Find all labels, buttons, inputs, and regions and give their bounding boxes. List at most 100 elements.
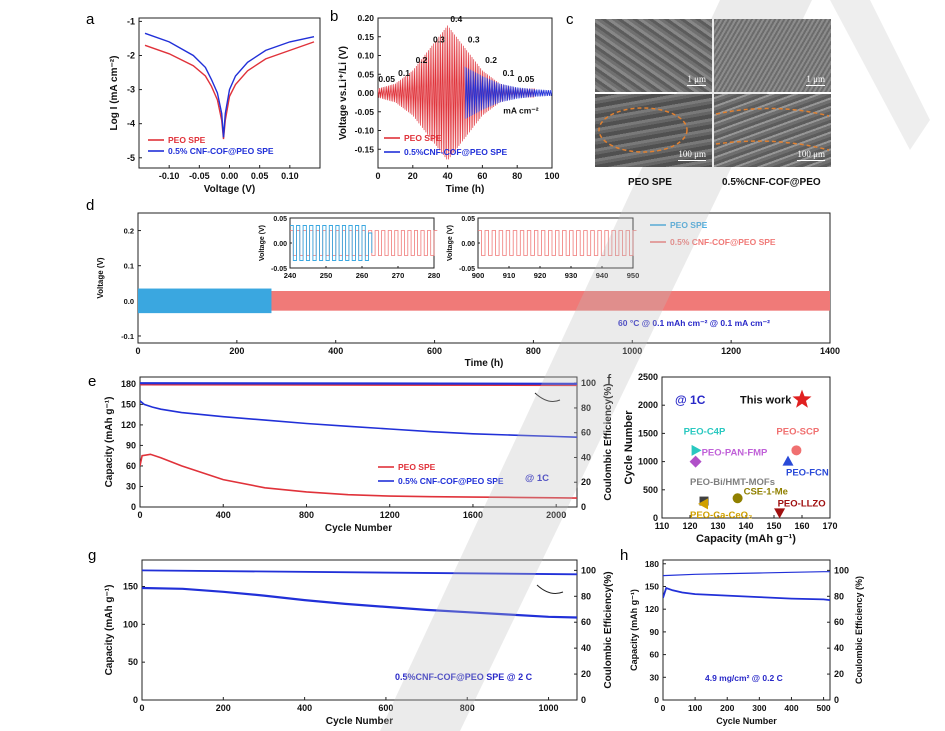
x-tick-label: 100	[544, 171, 559, 181]
cycling-band-peo	[138, 288, 272, 314]
y-tick-label: 30	[126, 481, 136, 491]
sem-image-peo-cross: 100 μm	[595, 94, 712, 167]
y-tick-label: 150	[645, 581, 659, 591]
x-tick-label: -0.05	[189, 171, 210, 181]
x-axis-label: Cycle Number	[716, 716, 777, 726]
y-tick-label: 0	[133, 695, 138, 705]
series-line-1	[663, 571, 830, 577]
panel-label-a: a	[86, 11, 95, 28]
point-label: This work	[740, 395, 792, 407]
x-tick-label: 1000	[622, 346, 642, 356]
x-tick-label: 0	[139, 703, 144, 713]
condition-annotation: 60 °C @ 0.1 mAh cm⁻² @ 0.1 mA cm⁻²	[618, 318, 770, 328]
y-tick-label: -0.1	[121, 332, 134, 341]
inset-x-tick-label: 930	[565, 271, 578, 280]
x-tick-label: 500	[816, 703, 830, 713]
inset-x-tick-label: 900	[472, 271, 485, 280]
x-tick-label: 60	[477, 171, 487, 181]
y-tick-label: 0.15	[357, 32, 374, 42]
panel-g-chart: 0 200 400 600 800 1000 0 50 100 150 0 20 40 60 80 100 Cy…	[104, 559, 614, 727]
panel-a-chart: -0.10 -0.05 0.00 0.05 0.10 -1 -2 -3 -4 -5 Voltage …	[109, 16, 321, 195]
sem-image-cof-cross: 100 μm	[714, 94, 831, 167]
y2-tick-label: 80	[834, 591, 844, 601]
legend-d-1-label: 0.5% CNF-COF@PEO SPE	[670, 237, 776, 247]
panel-label-e: e	[88, 373, 96, 390]
cycling-trace-0	[378, 25, 535, 160]
x-tick-label: 160	[794, 521, 809, 531]
marker-triangle-left	[698, 498, 708, 510]
inset-y-tick-label: -0.05	[459, 266, 475, 273]
x-tick-label: 0.00	[221, 171, 239, 181]
y-tick-label: -0.10	[355, 126, 375, 136]
sem-image-peo-top: 1 μm	[595, 19, 712, 92]
y-tick-label: -2	[127, 51, 135, 61]
cycling-band-cof	[138, 291, 830, 311]
x-tick-label: 1200	[380, 510, 400, 520]
y-tick-label: -1	[127, 16, 135, 26]
y-tick-label: 0	[653, 513, 658, 523]
y2-tick-label: 60	[581, 428, 591, 438]
inset-y-tick-label: 0.00	[273, 241, 287, 248]
y2-tick-label: 100	[581, 378, 596, 388]
y2-tick-label: 80	[581, 403, 591, 413]
y-tick-label: 150	[121, 399, 136, 409]
sem-image-cof-top: 1 μm	[714, 19, 831, 92]
x-tick-label: 0	[661, 703, 666, 713]
watermark-diagonal	[380, 0, 930, 731]
rate-label: 0.05	[378, 74, 395, 84]
rate-label: 0.2	[485, 55, 497, 65]
legend-b-0-label: PEO SPE	[404, 133, 442, 143]
marker-triangle-down	[774, 508, 786, 519]
x-axis-label: Capacity (mAh g⁻¹)	[696, 533, 796, 545]
point-label: PEO-C4P	[684, 426, 726, 437]
point-label: PEO-FCN	[786, 468, 829, 479]
y-axis-label: Capacity (mAh g⁻¹)	[104, 397, 115, 488]
y2-axis-label: Coulombic Efficiency (%)	[854, 576, 864, 684]
x-tick-label: 80	[512, 171, 522, 181]
rate-label: 0.05	[518, 74, 535, 84]
y-tick-label: 500	[643, 485, 658, 495]
rate-annotation: @ 1C	[525, 473, 549, 484]
x-tick-label: 0	[375, 171, 380, 181]
x-tick-label: 100	[688, 703, 702, 713]
panel-d-chart: 0 200 400 600 800 1000 1200 1400 0.2 0.1 0.0 -0.1 Ti…	[96, 212, 840, 369]
y-tick-label: 0.1	[124, 262, 134, 271]
series-line-0	[144, 41, 315, 140]
x-tick-label: 200	[229, 346, 244, 356]
y-tick-label: 2500	[638, 372, 658, 382]
y-tick-label: 50	[128, 657, 138, 667]
x-tick-label: 40	[443, 171, 453, 181]
point-label: PEO-LLZO	[778, 498, 826, 509]
x-tick-label: 130	[710, 521, 725, 531]
x-axis-label: Cycle Number	[325, 523, 392, 534]
x-tick-label: 0	[135, 346, 140, 356]
y-tick-label: -3	[127, 85, 135, 95]
inset-y-label: Voltage (V)	[259, 225, 266, 261]
series-line-2	[140, 383, 577, 387]
y2-tick-label: 0	[581, 502, 586, 512]
inset-y-tick-label: 0.00	[461, 241, 475, 248]
y-tick-label: 90	[650, 627, 660, 637]
marker-diamond	[689, 455, 702, 468]
y2-tick-label: 80	[581, 591, 591, 601]
y-tick-label: 60	[650, 650, 660, 660]
legend-a-1-label: 0.5% CNF-COF@PEO SPE	[168, 146, 274, 156]
inset-y-tick-label: 0.05	[273, 216, 287, 223]
sem-caption-right: 0.5%CNF-COF@PEO	[722, 177, 821, 188]
y-tick-label: -4	[127, 119, 135, 129]
inset-trace-peo	[290, 225, 373, 261]
point-label: PEO-SCP	[776, 426, 819, 437]
plot-frame	[137, 212, 831, 344]
point-label: PEO-Bi/HMT-MOFs	[690, 477, 775, 488]
y-tick-label: 180	[121, 379, 136, 389]
series-line-0	[142, 586, 577, 619]
marker-triangle-up	[782, 455, 794, 466]
arrow-to-ce-axis	[536, 584, 564, 594]
panel-b-chart: 0 20 40 60 80 100 0.20 0.15 0.10 0.05 0.00 -0.05 -0.…	[338, 13, 560, 195]
inset-trace-cof	[478, 230, 637, 256]
rate-label: 0.1	[398, 68, 410, 78]
y-tick-label: 0.05	[357, 69, 374, 79]
inset-x-tick-label: 240	[284, 271, 297, 280]
inset-y-tick-label: 0.05	[461, 216, 475, 223]
inset-x-tick-label: 920	[534, 271, 547, 280]
